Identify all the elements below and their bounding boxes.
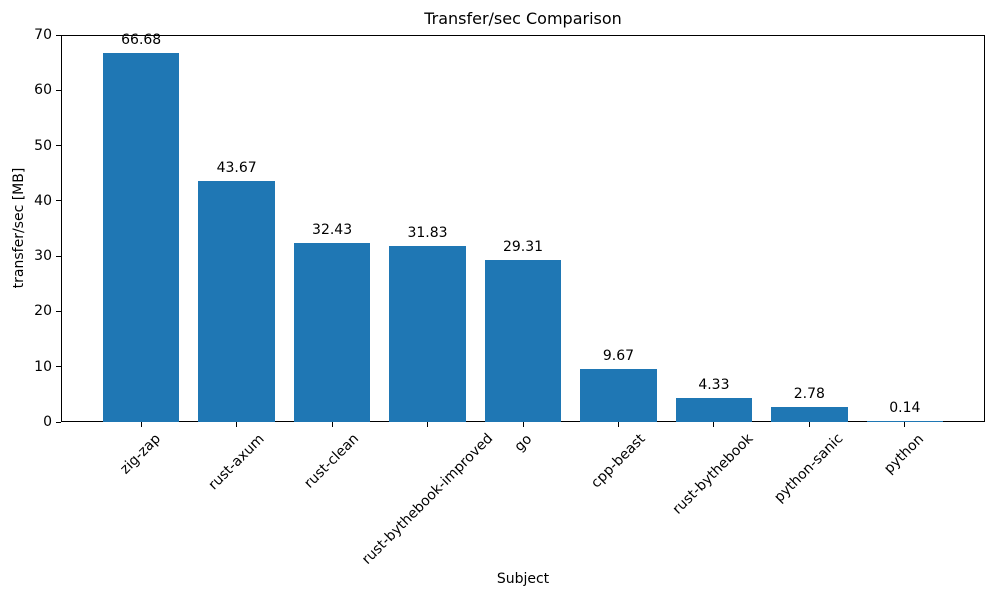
y-tick-mark bbox=[56, 255, 61, 257]
bar bbox=[484, 259, 562, 422]
x-tick-label: rust-bythebook bbox=[670, 431, 757, 518]
y-tick-label: 10 bbox=[34, 358, 52, 375]
x-tick-mark bbox=[713, 422, 715, 427]
bar-value-label: 4.33 bbox=[698, 377, 730, 394]
bar-value-label: 29.31 bbox=[502, 238, 544, 255]
y-tick-label: 40 bbox=[34, 192, 52, 209]
x-tick-label: python bbox=[881, 430, 928, 477]
y-tick-mark bbox=[56, 366, 61, 368]
bar-value-label: 32.43 bbox=[312, 221, 353, 238]
x-tick-mark bbox=[904, 422, 906, 427]
bar bbox=[771, 406, 848, 422]
bar bbox=[198, 180, 275, 422]
bar-value-label: 2.78 bbox=[793, 385, 825, 402]
y-tick-mark bbox=[56, 310, 61, 312]
x-tick-label: zig-zap bbox=[117, 430, 165, 478]
y-tick-mark bbox=[56, 89, 61, 91]
x-tick-label: python-sanic bbox=[771, 430, 847, 507]
y-tick-mark bbox=[56, 145, 61, 147]
x-tick-label: rust-bythebook-improved bbox=[358, 430, 496, 569]
bar bbox=[389, 246, 466, 422]
x-tick-label: go bbox=[511, 430, 535, 455]
y-tick-mark bbox=[56, 421, 61, 423]
x-tick-mark bbox=[331, 422, 333, 427]
y-tick-label: 30 bbox=[34, 248, 52, 265]
x-axis-label: Subject bbox=[496, 571, 550, 587]
bar bbox=[866, 421, 943, 422]
x-tick-mark bbox=[522, 422, 524, 427]
x-tick-label: rust-clean bbox=[301, 430, 363, 492]
x-tick-mark bbox=[617, 422, 619, 427]
bar-value-label: 9.67 bbox=[602, 347, 635, 364]
x-tick-mark bbox=[427, 422, 429, 427]
bar-value-label: 0.14 bbox=[889, 400, 921, 416]
bar bbox=[580, 368, 657, 422]
bar-value-label: 31.83 bbox=[407, 225, 448, 242]
bar bbox=[675, 398, 753, 422]
bar-value-label: 66.68 bbox=[121, 32, 162, 49]
x-tick-label: rust-axum bbox=[205, 431, 268, 494]
x-tick-mark bbox=[140, 422, 142, 427]
bar bbox=[293, 242, 371, 422]
y-axis-label: transfer/sec [MB] bbox=[11, 167, 27, 289]
x-tick-mark bbox=[236, 422, 238, 427]
y-tick-mark bbox=[56, 200, 61, 202]
bar-value-label: 43.67 bbox=[216, 159, 257, 176]
bar bbox=[103, 53, 180, 422]
y-tick-label: 50 bbox=[34, 137, 52, 154]
chart-title: Transfer/sec Comparison bbox=[424, 9, 622, 28]
x-tick-mark bbox=[808, 422, 810, 427]
y-tick-mark bbox=[56, 34, 61, 36]
y-tick-label: 0 bbox=[43, 414, 52, 430]
y-tick-label: 60 bbox=[34, 82, 52, 99]
y-tick-label: 70 bbox=[34, 27, 52, 43]
x-tick-label: cpp-beast bbox=[588, 430, 649, 492]
y-tick-label: 20 bbox=[34, 303, 52, 320]
